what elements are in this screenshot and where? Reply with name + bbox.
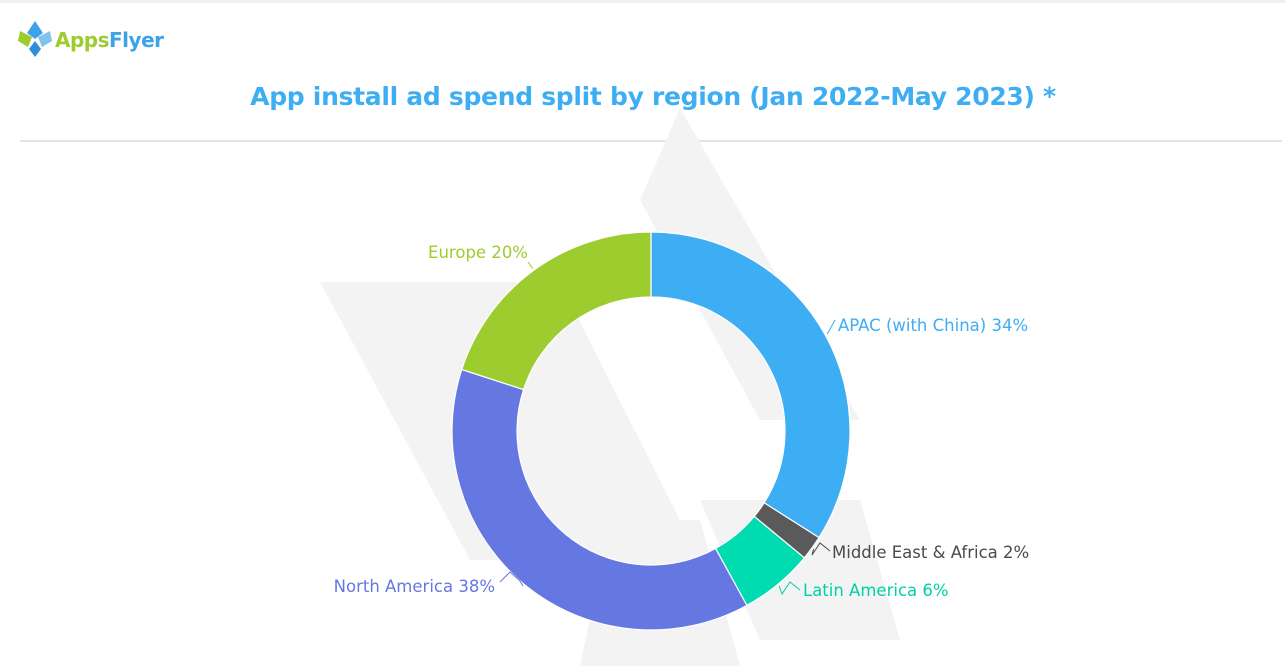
leader-line-middle-east-africa bbox=[811, 542, 831, 556]
logo-text: AppsFlyer bbox=[55, 28, 164, 52]
leader-lines bbox=[499, 261, 836, 596]
logo-word-apps: Apps bbox=[55, 28, 110, 52]
leader-line-apac-with-china bbox=[826, 319, 836, 335]
leader-line-latin-america bbox=[778, 581, 801, 596]
slice-label-north-america: North America 38% bbox=[334, 577, 495, 596]
slice-europe bbox=[460, 231, 652, 391]
title-divider bbox=[20, 140, 1282, 142]
top-border bbox=[0, 0, 1286, 3]
slice-labels: APAC (with China) 34% Middle East & Afric… bbox=[334, 243, 1030, 600]
logo-word-flyer: Flyer bbox=[109, 28, 164, 52]
slice-label-middle-east-africa: Middle East & Africa 2% bbox=[832, 543, 1029, 562]
slice-north-america bbox=[451, 368, 748, 631]
leader-line-europe bbox=[527, 261, 534, 269]
leader-line-north-america bbox=[499, 571, 524, 587]
slice-label-europe: Europe 20% bbox=[428, 243, 528, 262]
slice-label-latin-america: Latin America 6% bbox=[803, 581, 949, 600]
appsflyer-logo: AppsFlyer bbox=[18, 18, 164, 60]
slice-apac-with-china bbox=[650, 231, 851, 539]
donut-slices bbox=[451, 231, 851, 631]
slice-label-apac-with-china: APAC (with China) 34% bbox=[838, 316, 1028, 335]
chart-title: App install ad spend split by region (Ja… bbox=[250, 82, 1056, 111]
appsflyer-logo-icon bbox=[18, 21, 52, 57]
